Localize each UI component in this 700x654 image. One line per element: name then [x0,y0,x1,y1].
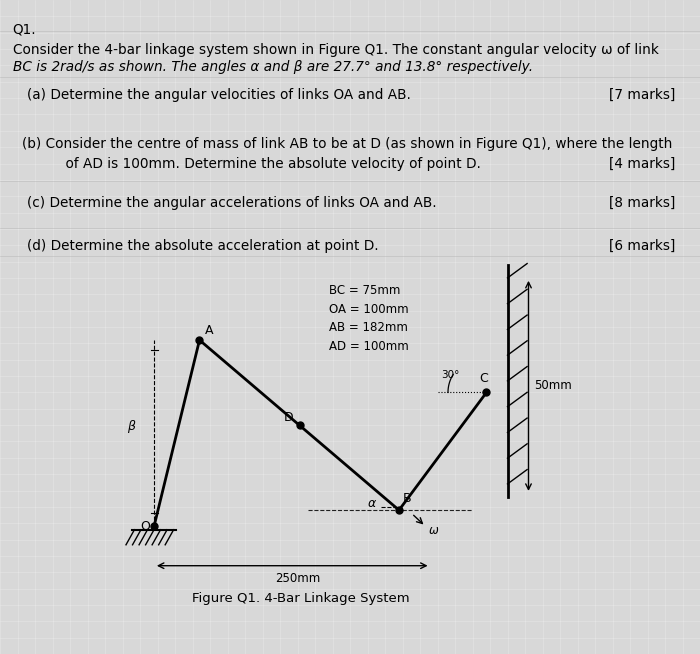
Text: Q1.: Q1. [13,23,36,37]
Text: BC = 75mm
OA = 100mm
AB = 182mm
AD = 100mm: BC = 75mm OA = 100mm AB = 182mm AD = 100… [329,284,409,353]
Text: [7 marks]: [7 marks] [609,88,676,102]
Text: $\alpha$: $\alpha$ [368,497,377,510]
Text: BC is 2rad/s as shown. The angles α and β are 27.7° and 13.8° respectively.: BC is 2rad/s as shown. The angles α and … [13,60,533,74]
Text: A: A [205,324,214,337]
Text: (a) Determine the angular velocities of links OA and AB.: (a) Determine the angular velocities of … [27,88,410,102]
Text: C: C [480,372,488,385]
Text: 30°: 30° [441,370,459,380]
Text: O: O [140,520,150,533]
Text: [4 marks]: [4 marks] [609,157,676,171]
Text: D: D [284,411,294,424]
Text: 250mm: 250mm [274,572,320,585]
Text: B: B [402,492,411,505]
Text: $\omega$: $\omega$ [428,524,440,537]
Text: $\beta$: $\beta$ [127,419,137,435]
Text: of AD is 100mm. Determine the absolute velocity of point D.: of AD is 100mm. Determine the absolute v… [48,157,480,171]
Text: 50mm: 50mm [534,379,572,392]
Text: Consider the 4-bar linkage system shown in Figure Q1. The constant angular veloc: Consider the 4-bar linkage system shown … [13,43,659,56]
Text: [6 marks]: [6 marks] [609,239,676,252]
Text: (d) Determine the absolute acceleration at point D.: (d) Determine the absolute acceleration … [27,239,378,252]
Text: [8 marks]: [8 marks] [609,196,676,210]
Text: Figure Q1. 4-Bar Linkage System: Figure Q1. 4-Bar Linkage System [193,592,410,605]
Text: (b) Consider the centre of mass of link AB to be at D (as shown in Figure Q1), w: (b) Consider the centre of mass of link … [22,137,673,151]
Text: (c) Determine the angular accelerations of links OA and AB.: (c) Determine the angular accelerations … [27,196,436,210]
